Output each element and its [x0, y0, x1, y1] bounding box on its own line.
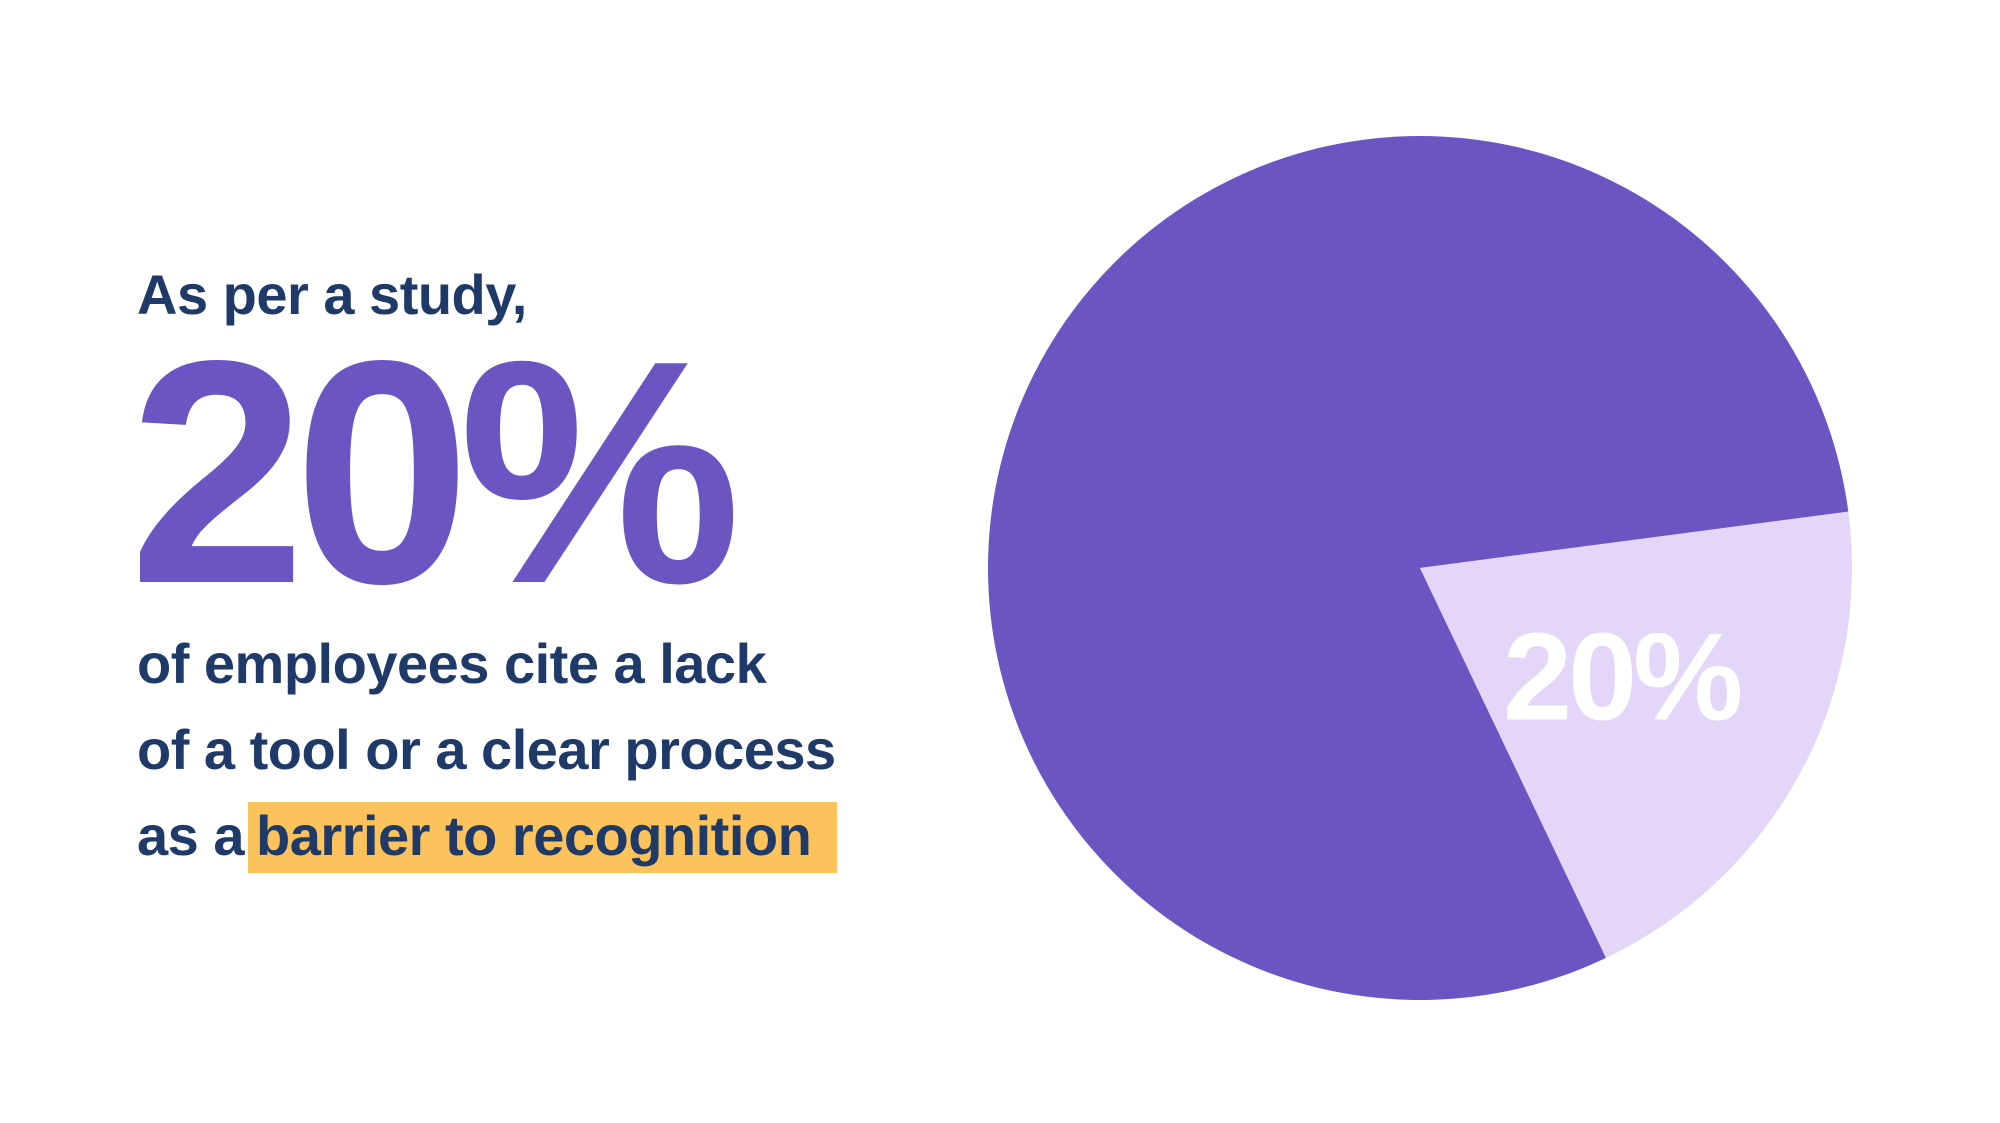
description-line-1: of employees cite a lack	[137, 632, 767, 695]
intro-text: As per a study,	[137, 263, 527, 326]
description: of employees cite a lack of a tool or a …	[137, 621, 937, 879]
stat-value: 20%	[129, 295, 741, 650]
highlighted-phrase: barrier to recognition	[248, 802, 838, 873]
description-line-2: of a tool or a clear process	[137, 718, 836, 781]
headline-block: As per a study, 20% of employees cite a …	[129, 255, 937, 879]
pie-slice-2	[1420, 511, 1852, 958]
pie-slice-2-label: 20%	[1503, 608, 1740, 746]
pie-chart-svg: 20%	[987, 135, 1852, 1001]
pie-chart: 20%	[980, 128, 1860, 1008]
pie-slice-1	[987, 135, 1849, 1001]
description-line-3: as a barrier to recognition	[137, 793, 937, 879]
description-line-3-prefix: as a	[137, 804, 245, 867]
